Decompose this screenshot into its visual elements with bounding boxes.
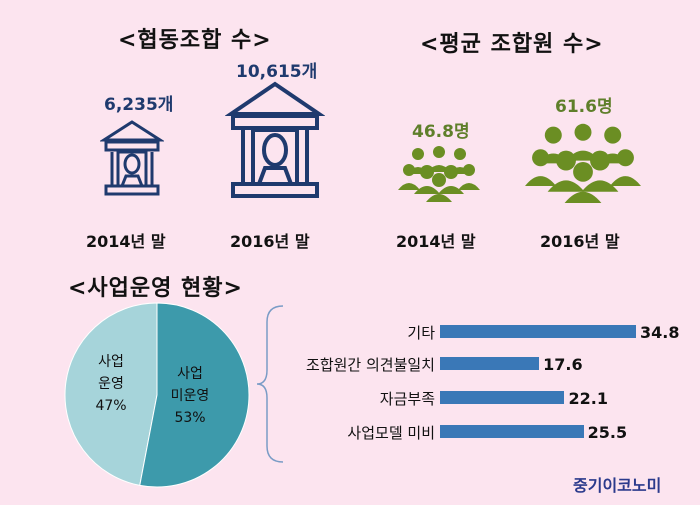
bar-row: 기타 34.8	[255, 322, 700, 342]
bar-label: 자금부족	[379, 390, 435, 408]
bar-label: 사업모델 미비	[347, 424, 435, 442]
bar-label: 조합원간 의견불일치	[306, 356, 435, 374]
bar	[440, 391, 565, 404]
member-count-2016: 61.6명	[555, 97, 613, 117]
pie-slice-not-operating	[139, 302, 250, 488]
coop-year-2016: 2016년 말	[230, 232, 310, 251]
pie-label-operating-line1: 사업	[98, 354, 124, 370]
brand-logo: 중기이코노미	[573, 476, 662, 495]
coop-count-heading: <협동조합 수>	[118, 28, 272, 53]
pie-label-not-operating-pct: 53%	[174, 410, 206, 426]
member-year-2014: 2014년 말	[396, 232, 476, 251]
pie-label-not-operating-line2: 미운영	[170, 388, 210, 404]
business-status-pie	[64, 302, 250, 488]
bar-value: 22.1	[568, 389, 608, 408]
member-count-heading: <평균 조합원 수>	[420, 32, 604, 57]
bar	[440, 325, 636, 338]
bar-row: 조합원간 의견불일치 17.6	[255, 354, 700, 374]
pie-label-operating-line2: 운영	[98, 376, 124, 392]
member-year-2016: 2016년 말	[540, 232, 620, 251]
bank-building-icon-large	[225, 81, 325, 198]
coop-year-2014: 2014년 말	[86, 232, 166, 251]
reasons-bar-chart: 기타 34.8 조합원간 의견불일치 17.6 자금부족 22.1 사업모델 미비 25.5	[255, 316, 700, 456]
bar-label: 기타	[407, 324, 435, 342]
member-count-2014: 46.8명	[412, 122, 470, 142]
bar-row: 자금부족 22.1	[255, 388, 700, 408]
pie-label-not-operating: 사업 미운영 53%	[160, 363, 220, 429]
coop-count-2014: 6,235개	[104, 95, 174, 115]
bar-value: 25.5	[587, 423, 628, 442]
people-group-icon-small	[398, 146, 480, 202]
bar-row: 사업모델 미비 25.5	[255, 422, 700, 442]
bank-building-icon-small	[100, 120, 164, 196]
bar	[440, 425, 584, 438]
business-status-heading: <사업운영 현황>	[68, 276, 243, 301]
pie-label-not-operating-line1: 사업	[177, 366, 203, 382]
pie-label-operating: 사업 운영 47%	[88, 351, 134, 417]
people-group-icon-large	[525, 123, 641, 204]
bar-value: 17.6	[543, 355, 583, 374]
bar-value: 34.8	[640, 323, 680, 342]
pie-label-operating-pct: 47%	[95, 398, 127, 414]
brace-connector	[256, 305, 284, 463]
coop-count-2016: 10,615개	[236, 62, 318, 82]
pie-slice-operating	[64, 302, 158, 486]
bar	[440, 357, 540, 370]
